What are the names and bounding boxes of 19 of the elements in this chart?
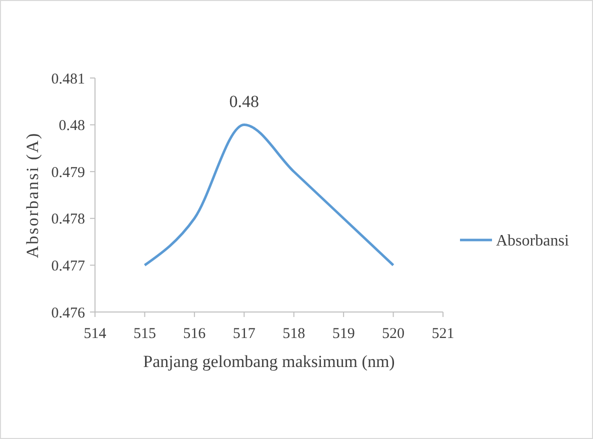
x-tick-label: 515 [133,326,156,342]
x-tick-label: 518 [282,326,306,342]
y-tick-label: 0.48 [58,118,85,134]
y-tick-label: 0.478 [51,212,85,228]
x-tick-label: 517 [232,326,256,342]
line-series [143,124,395,266]
x-tick-label: 514 [84,326,107,342]
y-tick-label: 0.479 [51,164,85,181]
y-axis-title: Absorbansi (A) [23,132,42,258]
x-tick-label: 516 [183,326,206,342]
y-tick-label: 0.477 [51,258,86,274]
data-label: 0.48 [229,92,260,111]
x-tick-label: 521 [432,326,454,342]
x-tick-label: 519 [332,326,355,342]
y-tick-label: 0.476 [51,305,86,322]
legend-label: Absorbansi [496,232,570,250]
x-axis-title: Panjang gelombang maksimum (nm) [143,352,395,371]
x-tick-label: 520 [382,326,405,342]
y-tick-label: 0.481 [51,71,85,88]
